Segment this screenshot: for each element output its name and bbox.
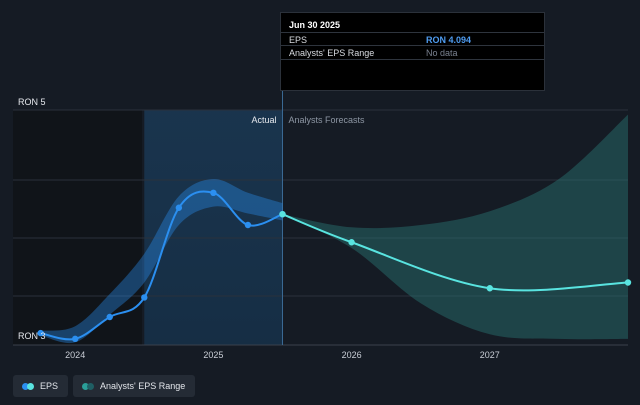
x-tick-label-0: 2024: [65, 350, 85, 360]
forecast-point-2[interactable]: [486, 285, 493, 292]
eps-point-4[interactable]: [175, 204, 183, 211]
legend-label-range: Analysts' EPS Range: [100, 381, 186, 391]
eps-point-1[interactable]: [71, 335, 79, 343]
tooltip-range-value: No data: [426, 48, 458, 58]
eps-swatch-icon: [27, 382, 34, 390]
forecast-label: Analysts Forecasts: [288, 115, 365, 125]
y-tick-label-bottom: RON 3: [18, 331, 46, 341]
y-tick-label-top: RON 5: [18, 97, 46, 107]
actual-label: Actual: [251, 115, 276, 125]
forecast-range-area: [282, 114, 628, 340]
range-swatch-icon: [87, 382, 95, 390]
past-background: [13, 110, 142, 345]
eps-swatch-icon: [22, 382, 29, 390]
legend-item-range[interactable]: Analysts' EPS Range: [73, 375, 196, 397]
x-tick-label-1: 2025: [203, 350, 223, 360]
x-tick-label-2: 2026: [342, 350, 362, 360]
tooltip-eps-value: RON 4.094: [426, 35, 472, 45]
forecast-point-1[interactable]: [348, 239, 355, 246]
eps-forecast-line: [282, 213, 629, 292]
tooltip-date: Jun 30 2025: [289, 20, 341, 30]
tooltip-row-eps: EPS RON 4.094: [281, 32, 544, 46]
highlight-region: [144, 110, 283, 345]
tooltip-row-range: Analysts' EPS Range No data: [281, 45, 544, 60]
eps-point-3[interactable]: [141, 294, 148, 301]
x-tick-label-3: 2027: [480, 350, 500, 360]
legend-item-eps[interactable]: EPS: [13, 375, 69, 397]
eps-line: [40, 190, 283, 341]
legend: EPS Analysts' EPS Range: [13, 375, 196, 399]
eps-point-0[interactable]: [37, 329, 44, 337]
eps-point-2[interactable]: [106, 313, 113, 321]
tooltip-range-label: Analysts' EPS Range: [289, 48, 375, 58]
forecast-point-3[interactable]: [624, 279, 632, 286]
gridlines: [13, 109, 628, 346]
tooltip-eps-label: EPS: [289, 35, 308, 45]
eps-point-6[interactable]: [244, 221, 252, 229]
forecast-point-0[interactable]: [279, 210, 286, 218]
legend-label-eps: EPS: [40, 381, 59, 391]
range-swatch-icon: [82, 382, 90, 390]
tooltip: Jun 30 2025 EPS RON 4.094 Analysts' EPS …: [280, 12, 545, 91]
eps-point-5[interactable]: [210, 189, 217, 196]
